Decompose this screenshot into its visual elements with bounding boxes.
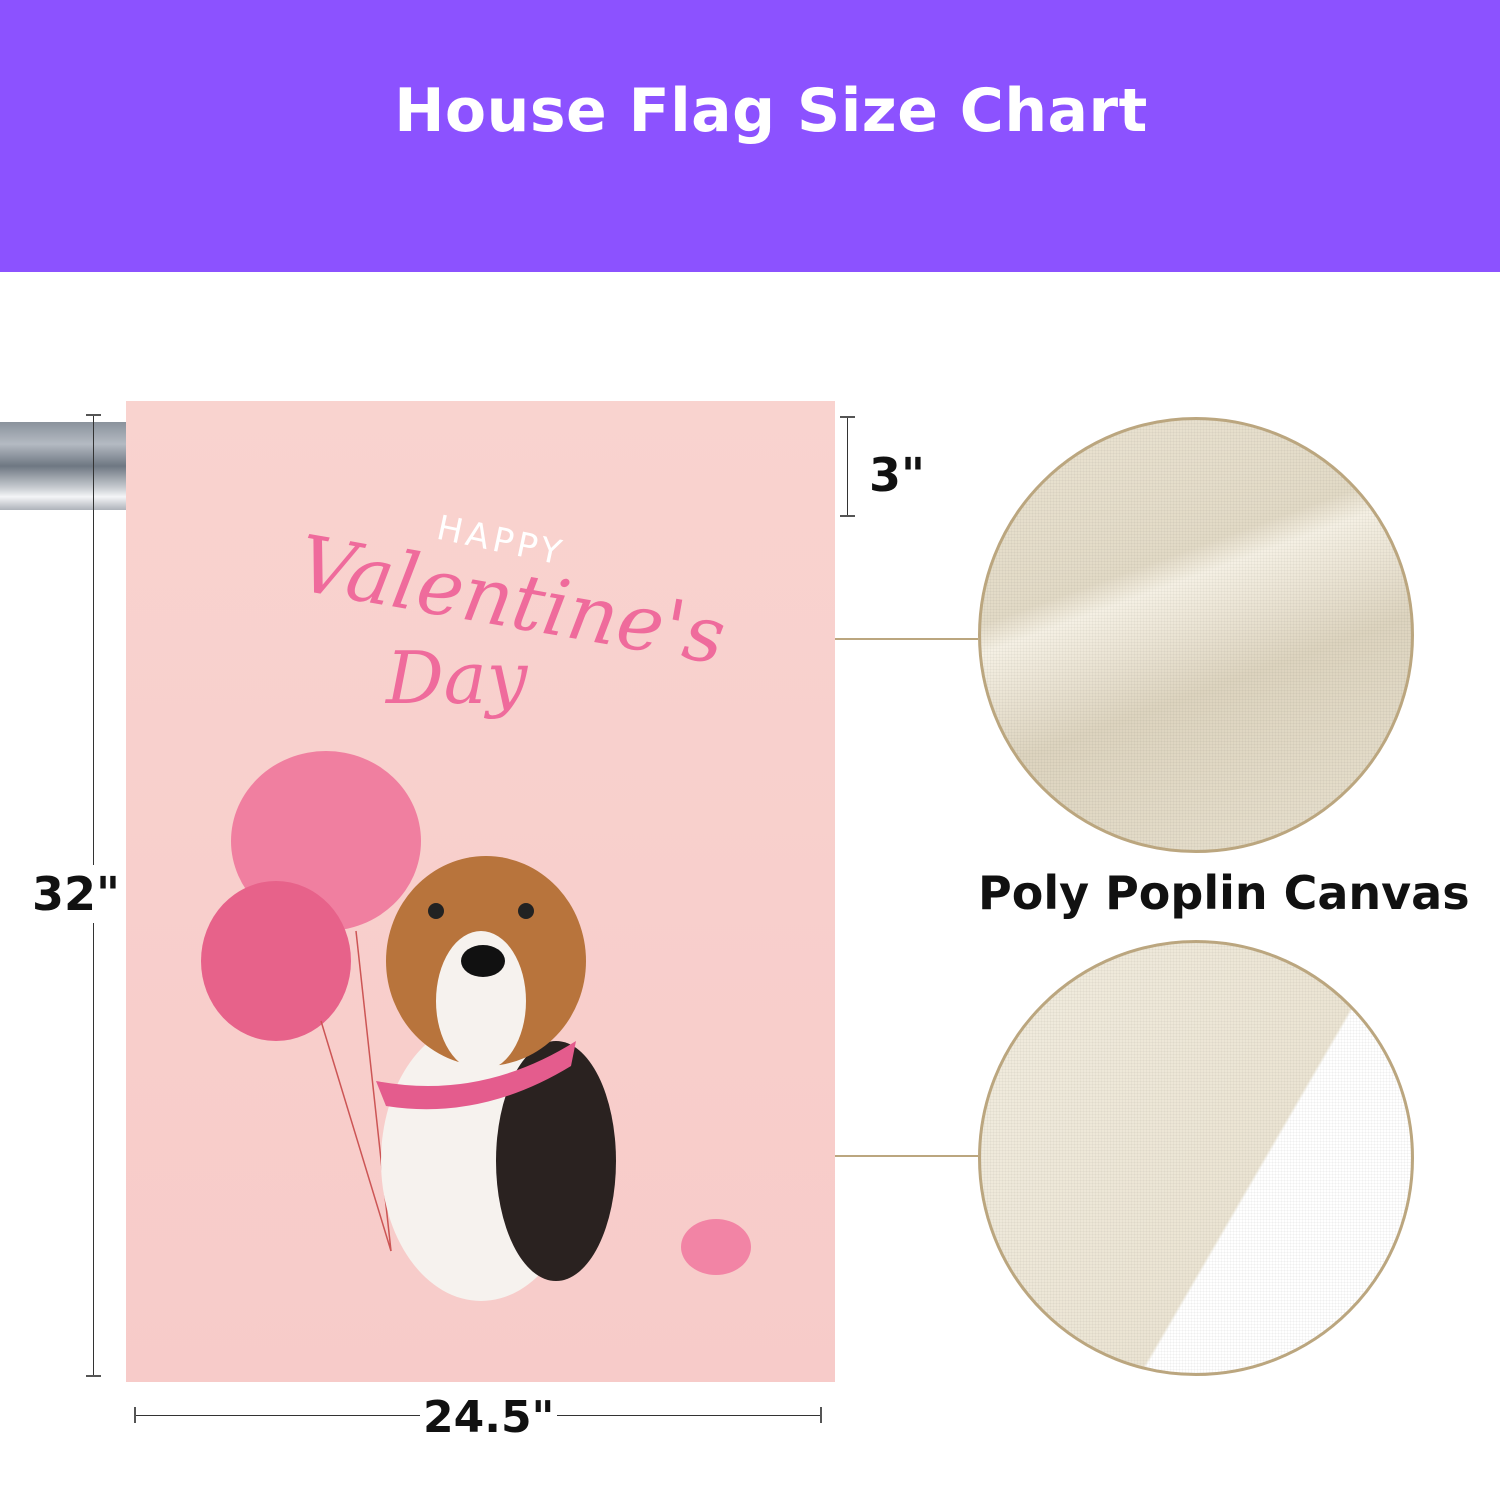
artwork-day-text: Day — [386, 636, 528, 720]
connector-line — [835, 638, 978, 640]
bow-scarf — [376, 1041, 576, 1110]
width-label: 24.5" — [420, 1392, 558, 1443]
sleeve-label: 3" — [869, 448, 925, 502]
dimension-tick — [840, 416, 855, 418]
dimension-tick — [134, 1407, 136, 1423]
sleeve-dimension-line — [847, 416, 848, 516]
height-label: 32" — [32, 865, 120, 923]
flag-pole — [0, 422, 126, 510]
dimension-tick — [86, 414, 101, 416]
fabric-closeup-folded — [978, 417, 1414, 853]
flag-artwork: HAPPY Valentine's Day — [126, 401, 835, 1382]
dimension-tick — [820, 1407, 822, 1423]
heart-balloon — [201, 881, 351, 1041]
dog-nose — [461, 945, 505, 977]
dimension-tick — [86, 1375, 101, 1377]
beagle-balloons-illustration — [201, 751, 751, 1301]
page-title: House Flag Size Chart — [394, 76, 1148, 146]
material-label: Poly Poplin Canvas — [978, 866, 1470, 920]
connector-line — [835, 1155, 978, 1157]
header-banner: House Flag Size Chart — [0, 0, 1500, 272]
dimension-tick — [840, 515, 855, 517]
heart-ornament — [681, 1219, 751, 1275]
fabric-closeup-edge — [978, 940, 1414, 1376]
